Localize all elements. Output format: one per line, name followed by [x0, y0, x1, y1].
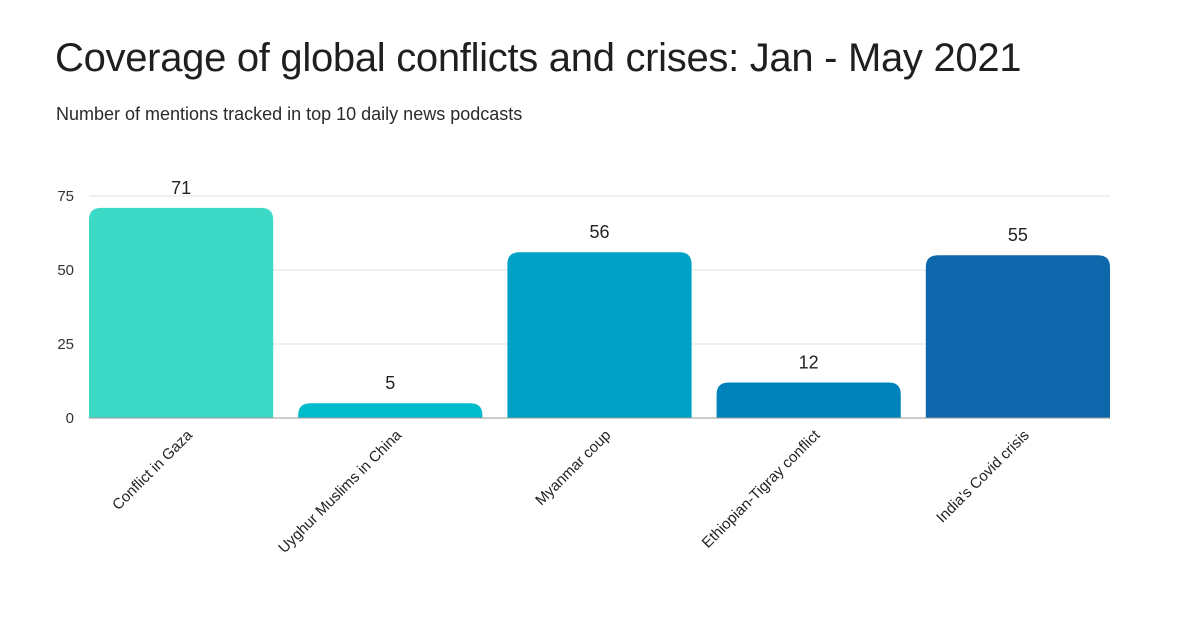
category-label: Ethiopian-Tigray conflict	[699, 426, 824, 551]
bar	[925, 255, 1110, 418]
bars	[89, 207, 1110, 418]
value-label: 12	[799, 352, 819, 372]
y-tick-label: 25	[57, 336, 74, 353]
y-tick-label: 50	[57, 262, 74, 279]
chart-subtitle: Number of mentions tracked in top 10 dai…	[56, 104, 523, 124]
category-label: Conflict in Gaza	[109, 426, 196, 513]
bar	[716, 382, 901, 418]
bar	[507, 252, 692, 418]
y-tick-label: 75	[57, 188, 74, 205]
category-label: Uyghur Muslims in China	[275, 426, 405, 556]
value-label: 71	[171, 178, 191, 198]
value-label: 56	[589, 222, 609, 242]
bar	[89, 207, 274, 418]
y-axis-ticks: 0 25 50 75	[57, 188, 74, 427]
category-label: Myanmar coup	[532, 427, 614, 509]
chart-title: Coverage of global conflicts and crises:…	[55, 36, 1022, 80]
category-labels: Conflict in Gaza Uyghur Muslims in China M…	[109, 426, 1033, 557]
bar	[298, 403, 483, 418]
value-labels: 71 5 56 12 55	[171, 178, 1028, 393]
category-label: India's Covid crisis	[933, 427, 1033, 527]
value-label: 55	[1008, 225, 1028, 245]
value-label: 5	[385, 373, 395, 393]
y-tick-label: 0	[66, 410, 74, 427]
